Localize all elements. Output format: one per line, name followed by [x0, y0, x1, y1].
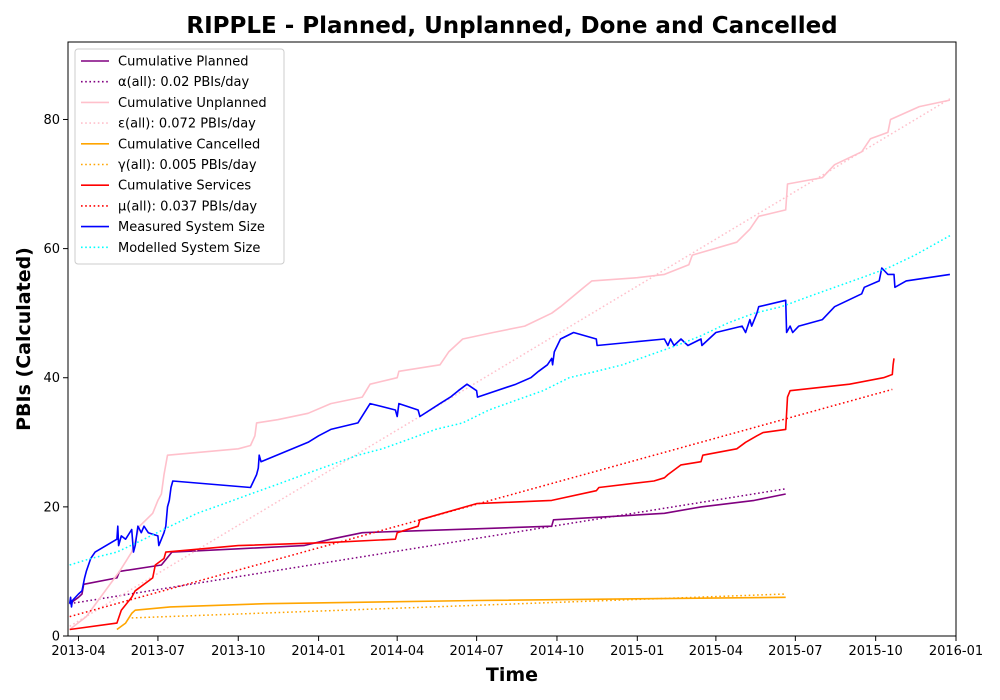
x-axis-label: Time [486, 664, 538, 686]
y-tick-label-0: 0 [52, 630, 60, 645]
x-tick-label-2: 2013-10 [211, 644, 265, 659]
x-tick-label-4: 2014-04 [370, 644, 424, 659]
x-tick-label-11: 2016-01 [929, 644, 983, 659]
series-line-1 [69, 488, 786, 605]
y-tick-label-3: 60 [43, 242, 60, 257]
x-tick-label-7: 2015-01 [610, 644, 664, 659]
legend-label-9: Modelled System Size [118, 241, 260, 256]
y-tick-label-4: 80 [43, 113, 60, 128]
x-tick-label-1: 2013-07 [131, 644, 185, 659]
series-line-6 [69, 358, 895, 631]
series-line-0 [69, 493, 786, 605]
legend-box [74, 48, 285, 265]
legend-label-7: μ(all): 0.037 PBIs/day [118, 199, 257, 214]
series-line-7 [69, 388, 893, 618]
x-tick-label-8: 2015-04 [689, 644, 743, 659]
x-tick-label-10: 2015-10 [849, 644, 903, 659]
y-tick-label-1: 20 [43, 500, 60, 515]
x-tick-label-3: 2014-01 [291, 644, 345, 659]
legend-label-5: γ(all): 0.005 PBIs/day [118, 158, 257, 173]
legend-label-3: ε(all): 0.072 PBIs/day [118, 117, 256, 132]
legend-label-0: Cumulative Planned [118, 55, 248, 70]
series-line-2 [69, 99, 951, 631]
legend-label-6: Cumulative Services [118, 179, 251, 194]
x-tick-label-5: 2014-07 [449, 644, 503, 659]
series-line-4 [116, 596, 786, 631]
legend-label-1: α(all): 0.02 PBIs/day [118, 75, 249, 90]
series-layer [68, 98, 951, 631]
chart-title: RIPPLE - Planned, Unplanned, Done and Ca… [186, 13, 837, 39]
legend-label-8: Measured System Size [118, 220, 265, 235]
series-line-8 [68, 267, 951, 608]
axes-layer: 2013-04 2013-07 2013-10 2014-01 2014-04 2014-… [43, 113, 983, 659]
x-tick-label-9: 2015-07 [768, 644, 822, 659]
series-line-9 [69, 235, 951, 566]
y-tick-label-2: 40 [43, 371, 60, 386]
series-line-3 [69, 98, 951, 627]
legend: Cumulative Planned α(all): 0.02 PBIs/day C… [74, 48, 285, 265]
x-tick-label-6: 2014-10 [530, 644, 584, 659]
y-axis-label: PBIs (Calculated) [13, 247, 35, 431]
legend-label-2: Cumulative Unplanned [118, 96, 267, 111]
plot-frame [67, 41, 957, 637]
x-tick-label-0: 2013-04 [51, 644, 105, 659]
legend-label-4: Cumulative Cancelled [118, 137, 260, 152]
